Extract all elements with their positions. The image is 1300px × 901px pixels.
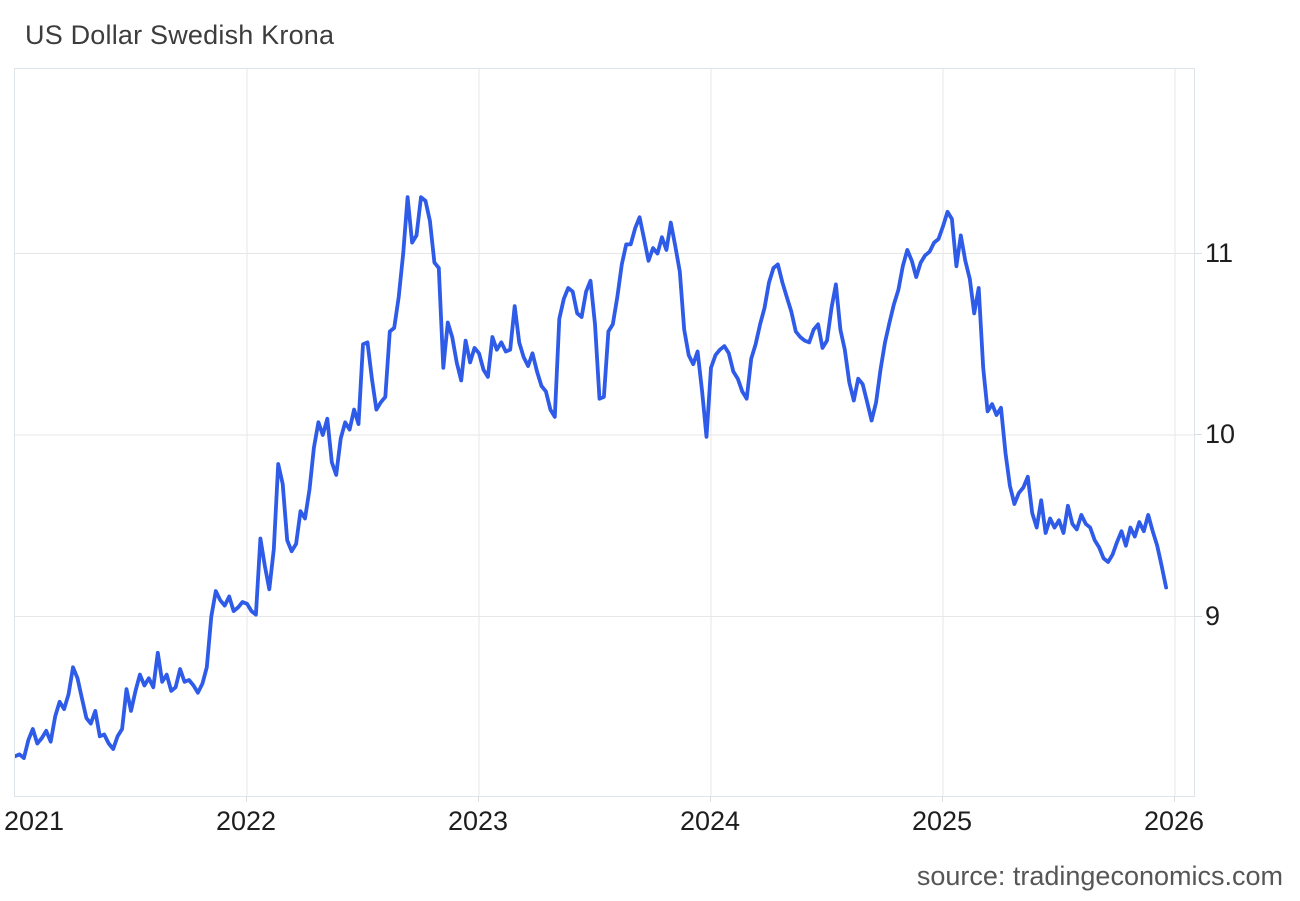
plot-area[interactable] <box>14 68 1195 797</box>
y-axis-tick <box>1194 252 1202 254</box>
x-axis-label: 2025 <box>911 806 973 836</box>
price-series-line <box>15 195 1168 760</box>
y-axis-label: 10 <box>1205 419 1236 449</box>
x-axis-label: 2022 <box>215 806 277 836</box>
x-axis-label: 2026 <box>1143 806 1205 836</box>
y-axis-tick <box>1194 615 1202 617</box>
x-axis-tick <box>478 796 479 802</box>
chart-title: US Dollar Swedish Krona <box>25 20 335 50</box>
x-axis-tick <box>246 796 247 802</box>
y-axis-label: 11 <box>1205 237 1234 268</box>
x-axis-tick <box>710 796 711 802</box>
y-axis-label: 9 <box>1205 600 1221 631</box>
x-axis-label: 2021 <box>4 806 65 836</box>
y-axis-tick <box>1194 434 1202 435</box>
chart-canvas[interactable] <box>15 69 1194 796</box>
x-axis-label: 2024 <box>679 806 741 836</box>
source-credit: source: tradingeconomics.com <box>916 861 1283 891</box>
x-axis-tick <box>1174 796 1175 802</box>
x-axis-tick <box>942 796 943 802</box>
x-axis-label: 2023 <box>447 806 509 836</box>
